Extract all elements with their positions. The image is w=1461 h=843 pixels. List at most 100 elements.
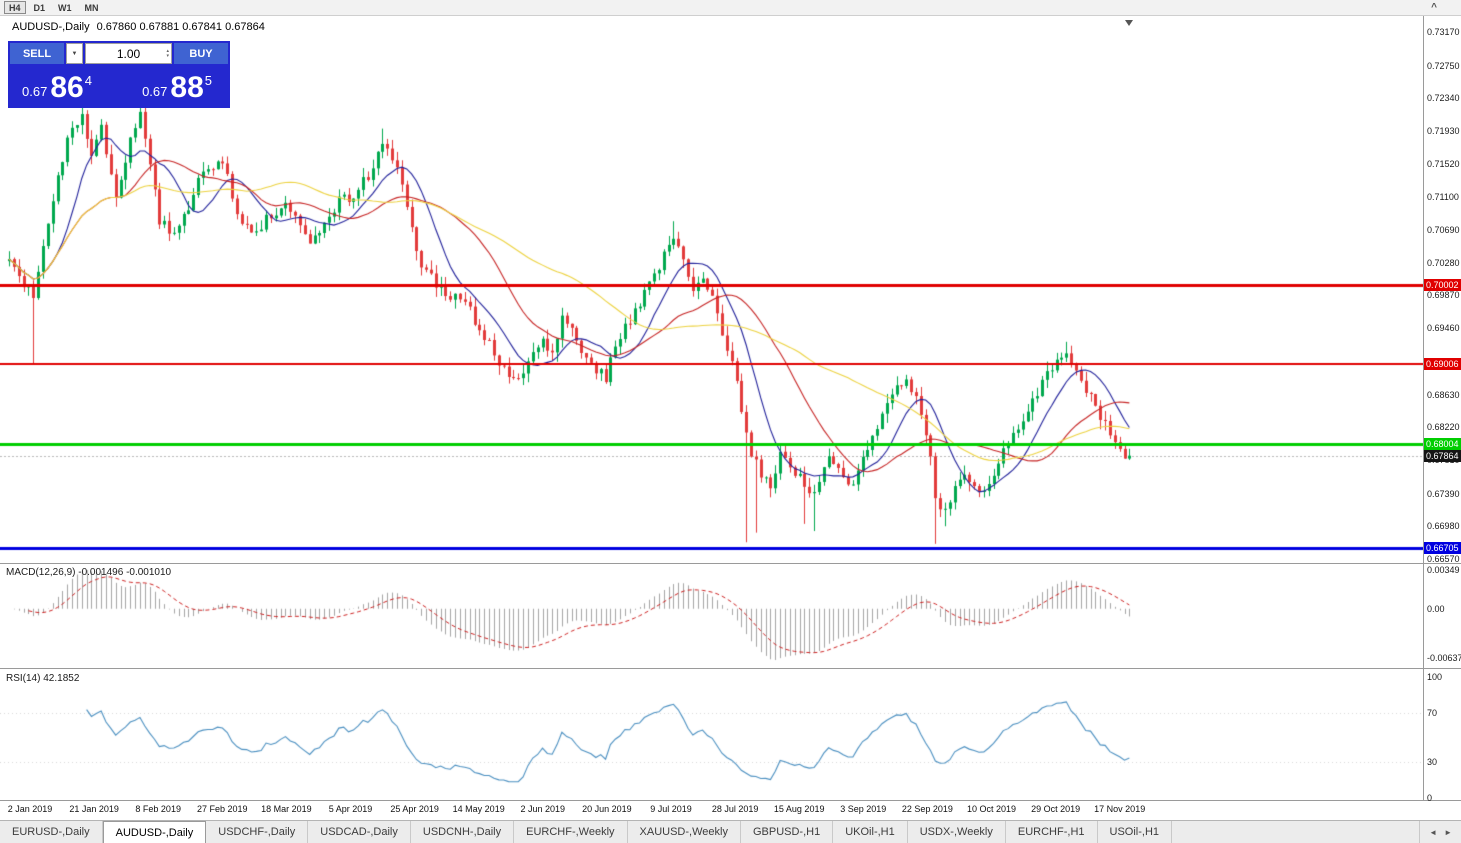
date-axis-label: 28 Jul 2019	[711, 804, 759, 814]
date-axis-label: 22 Sep 2019	[901, 804, 953, 814]
timeframe-button-mn[interactable]: MN	[84, 3, 99, 13]
date-axis-label: 17 Nov 2019	[1094, 804, 1146, 814]
date-axis-label: 29 Oct 2019	[1031, 804, 1081, 814]
price-axis-label: 0.71930	[1427, 125, 1460, 136]
price-axis-label: 0.67390	[1427, 488, 1460, 499]
date-axis-label: 21 Jan 2019	[69, 804, 119, 814]
price-axis-label: 0.68220	[1427, 422, 1460, 433]
price-axis-border	[1423, 16, 1424, 800]
sell-price-big: 86	[50, 71, 84, 104]
price-axis-label: 0.71520	[1427, 158, 1460, 169]
one-click-trading-panel: SELL ▼ 1.00 ▴ ▾ BUY 0.67 86 4 0.67 88	[8, 41, 230, 108]
price-axis-label: 0.69460	[1427, 323, 1460, 334]
rsi-indicator-canvas[interactable]	[0, 669, 1423, 800]
symbol-name: AUDUSD-,Daily	[12, 21, 90, 33]
price-axis-label: 0.68630	[1427, 389, 1460, 400]
tab-AUDUSD-,Daily[interactable]: AUDUSD-,Daily	[102, 821, 207, 843]
date-axis-label: 10 Oct 2019	[966, 804, 1017, 814]
panel-separator	[0, 800, 1461, 801]
date-axis-label: 5 Apr 2019	[328, 804, 373, 814]
date-axis-label: 15 Aug 2019	[773, 804, 825, 814]
volume-value: 1.00	[116, 46, 141, 61]
price-axis-label: 0.71100	[1427, 192, 1459, 203]
timeframe-buttons: H4 D1 W1 MN	[4, 1, 107, 14]
chart-title: AUDUSD-,Daily 0.67860 0.67881 0.67841 0.6…	[12, 21, 265, 33]
price-axis-label: 0.66980	[1427, 521, 1460, 532]
price-tag-0.68004: 0.68004	[1424, 438, 1461, 451]
date-axis-label: 25 Apr 2019	[390, 804, 439, 814]
date-axis-label: 3 Sep 2019	[840, 804, 887, 814]
main-chart-canvas[interactable]	[0, 16, 1423, 563]
spinner-down-icon[interactable]: ▾	[166, 52, 169, 59]
date-axis-label: 20 Jun 2019	[582, 804, 632, 814]
volume-input[interactable]: 1.00 ▴ ▾	[85, 43, 172, 64]
volume-spinner[interactable]: ▴ ▾	[166, 45, 169, 62]
macd-indicator-canvas[interactable]	[0, 564, 1423, 668]
date-axis-label: 2 Jun 2019	[520, 804, 566, 814]
price-axis-label: 0.70690	[1427, 225, 1460, 235]
ohlc-values: 0.67860 0.67881 0.67841 0.67864	[96, 21, 265, 33]
macd-axis-max-label: 0.00349	[1427, 565, 1460, 575]
bid-price-tag: 0.67864	[1424, 449, 1461, 462]
price-tag-0.66705: 0.66705	[1424, 542, 1461, 555]
price-axis-label: 0.73170	[1427, 26, 1460, 37]
tab-scroll-controls: ◄ ►	[1419, 821, 1461, 843]
date-axis-label: 27 Feb 2019	[197, 804, 248, 814]
date-axis-label: 8 Feb 2019	[135, 804, 181, 814]
price-axis-label: 0.72340	[1427, 93, 1460, 104]
tab-USDCHF-,Daily[interactable]: USDCHF-,Daily	[206, 821, 309, 843]
macd-axis-min-label: -0.00637	[1427, 653, 1461, 663]
buy-price-pip: 5	[204, 73, 212, 88]
buy-button[interactable]: BUY	[174, 43, 228, 64]
rsi-axis-label: 70	[1427, 708, 1438, 719]
rsi-label: RSI(14) 42.1852	[6, 673, 80, 684]
sell-price-prefix: 0.67	[22, 84, 48, 99]
macd-label: MACD(12,26,9) -0.001496 -0.001010	[6, 567, 172, 578]
tab-scroll-left-icon[interactable]: ◄	[1429, 827, 1438, 837]
toolbar: H4 D1 W1 MN ^	[0, 0, 1461, 16]
rsi-axis-label: 0	[1427, 793, 1433, 803]
tab-EURCHF-,Weekly[interactable]: EURCHF-,Weekly	[514, 821, 628, 843]
macd-axis-zero-label: 0.00	[1427, 603, 1445, 614]
date-axis-label: 14 May 2019	[452, 804, 505, 814]
timeframe-button-d1[interactable]: D1	[33, 3, 46, 13]
tab-XAUUSD-,Weekly[interactable]: XAUUSD-,Weekly	[628, 821, 741, 843]
chevron-up-icon[interactable]: ^	[1431, 1, 1437, 13]
buy-price-prefix: 0.67	[142, 84, 168, 99]
date-axis: 2 Jan 2019 21 Jan 2019 8 Feb 2019 27 Feb 20…	[0, 801, 1423, 820]
tab-USOil-,H1[interactable]: USOil-,H1	[1098, 821, 1173, 843]
rsi-axis-label: 30	[1427, 756, 1438, 767]
price-tag-0.70002: 0.70002	[1424, 278, 1461, 291]
date-axis-label: 18 Mar 2019	[261, 804, 312, 814]
sell-price-pip: 4	[84, 73, 92, 88]
tab-EURCHF-,H1[interactable]: EURCHF-,H1	[1006, 821, 1098, 843]
tab-USDCNH-,Daily[interactable]: USDCNH-,Daily	[411, 821, 515, 843]
toolbar-right: ^	[1431, 1, 1457, 13]
price-tag-0.69006: 0.69006	[1424, 358, 1461, 371]
chart-shift-marker-icon[interactable]	[1125, 20, 1133, 26]
panel-separator[interactable]	[0, 668, 1461, 669]
price-axis-label: 0.69870	[1427, 290, 1460, 301]
chevron-down-icon: ▼	[71, 50, 78, 57]
tab-USDX-,Weekly[interactable]: USDX-,Weekly	[908, 821, 1006, 843]
sell-button[interactable]: SELL	[10, 43, 64, 64]
tab-scroll-right-icon[interactable]: ►	[1444, 827, 1452, 837]
tab-GBPUSD-,H1[interactable]: GBPUSD-,H1	[741, 821, 834, 843]
spinner-up-icon[interactable]: ▴	[166, 47, 169, 54]
sell-price[interactable]: 0.67 86 4	[10, 64, 117, 106]
tab-bar: EURUSD-,Daily AUDUSD-,Daily USDCHF-,Daily U…	[0, 820, 1461, 843]
timeframe-button-h4[interactable]: H4	[4, 1, 26, 14]
tab-USDCAD-,Daily[interactable]: USDCAD-,Daily	[308, 821, 411, 843]
date-axis-label: 9 Jul 2019	[650, 804, 692, 814]
buy-price[interactable]: 0.67 88 5	[117, 64, 228, 106]
panel-separator[interactable]	[0, 563, 1461, 564]
buy-price-big: 88	[170, 71, 204, 104]
tab-UKOil-,H1[interactable]: UKOil-,H1	[833, 821, 908, 843]
timeframe-button-w1[interactable]: W1	[58, 3, 72, 13]
price-axis-label: 0.70280	[1427, 257, 1460, 268]
tab-EURUSD-,Daily[interactable]: EURUSD-,Daily	[0, 821, 103, 843]
rsi-axis-label: 100	[1427, 672, 1443, 682]
tabs: EURUSD-,Daily AUDUSD-,Daily USDCHF-,Daily U…	[0, 821, 1173, 843]
volume-dropdown[interactable]: ▼	[66, 43, 83, 64]
